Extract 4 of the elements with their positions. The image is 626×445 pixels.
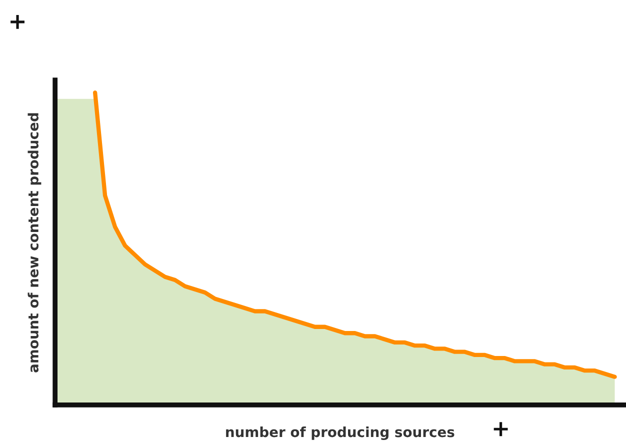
x-axis-title: number of producing sources (226, 426, 454, 440)
text: + (494, 422, 508, 436)
y-axis-title: amount of new content produced (28, 113, 42, 372)
text: + (10, 14, 24, 29)
